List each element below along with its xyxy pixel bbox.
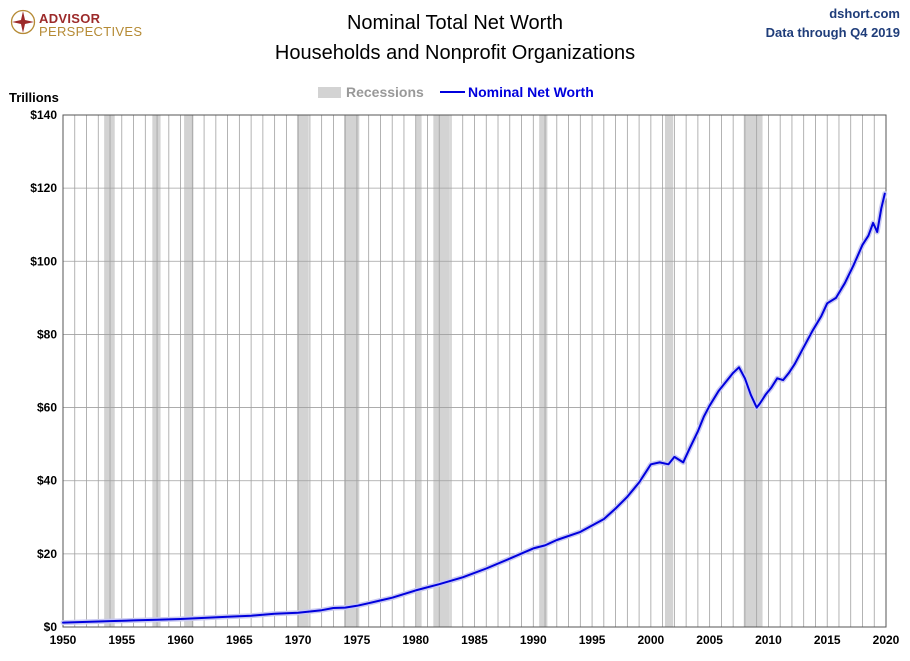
recession-band-1 (152, 115, 161, 627)
advisor-perspectives-logo: ADVISOR PERSPECTIVES (10, 8, 143, 39)
recession-band-8 (664, 115, 674, 627)
x-tick-label: 1955 (108, 633, 135, 647)
recession-band-4 (343, 115, 360, 627)
x-tick-label: 2000 (638, 633, 665, 647)
x-tick-label: 1980 (402, 633, 429, 647)
x-tick-label: 1970 (285, 633, 312, 647)
recession-band-5 (415, 115, 422, 627)
grid-lines (63, 115, 886, 627)
logo-text-perspectives: PERSPECTIVES (39, 24, 143, 39)
y-tick-label: $40 (37, 474, 57, 488)
x-tick-label: 2020 (873, 633, 900, 647)
chart-title: Nominal Total Net Worth (346, 12, 563, 34)
x-tick-label: 2015 (814, 633, 841, 647)
recession-band-7 (539, 115, 548, 627)
source-label: dshort.com (829, 6, 900, 21)
recession-band-3 (296, 115, 309, 627)
legend-line-swatch (440, 91, 465, 93)
logo-text-advisor: ADVISOR (39, 11, 101, 26)
series-line-net-worth (62, 192, 886, 624)
x-tick-label: 1965 (226, 633, 253, 647)
y-tick-label: $60 (37, 401, 57, 415)
y-tick-label: $80 (37, 327, 57, 341)
x-tick-label: 1985 (461, 633, 488, 647)
recession-band-9 (743, 115, 763, 627)
x-tick-label: 1990 (520, 633, 547, 647)
x-tick-label: 2005 (696, 633, 723, 647)
x-tick-label: 1995 (579, 633, 606, 647)
x-axis-ticks: 1950 1955 1960 1965 1970 1975 1980 1985 1990 1995… (50, 633, 900, 647)
y-axis-label: Trillions (9, 90, 59, 105)
series-layer (60, 191, 888, 626)
plot-frame (62, 114, 887, 628)
legend-recession-label: Recessions (346, 84, 424, 100)
y-tick-label: $140 (30, 108, 57, 122)
y-tick-label: $20 (37, 547, 57, 561)
x-tick-label: 1950 (50, 633, 77, 647)
x-tick-label: 2010 (755, 633, 782, 647)
x-tick-label: 1960 (167, 633, 194, 647)
y-axis-ticks: $0 $20 $40 $60 $80 $100 $120 $140 (30, 108, 57, 634)
y-tick-label: $120 (30, 181, 57, 195)
compass-rose-icon (10, 9, 36, 35)
recession-bands (104, 115, 763, 627)
legend-recession-swatch (318, 87, 341, 98)
y-tick-label: $0 (44, 620, 58, 634)
recession-band-0 (104, 115, 115, 627)
x-tick-label: 1975 (344, 633, 371, 647)
y-tick-label: $100 (30, 254, 57, 268)
legend-line-label: Nominal Net Worth (468, 84, 594, 100)
chart-subtitle: Households and Nonprofit Organizations (274, 42, 636, 64)
data-through-label: Data through Q4 2019 (765, 25, 900, 40)
recession-band-2 (184, 115, 194, 627)
recession-band-6 (433, 115, 450, 627)
